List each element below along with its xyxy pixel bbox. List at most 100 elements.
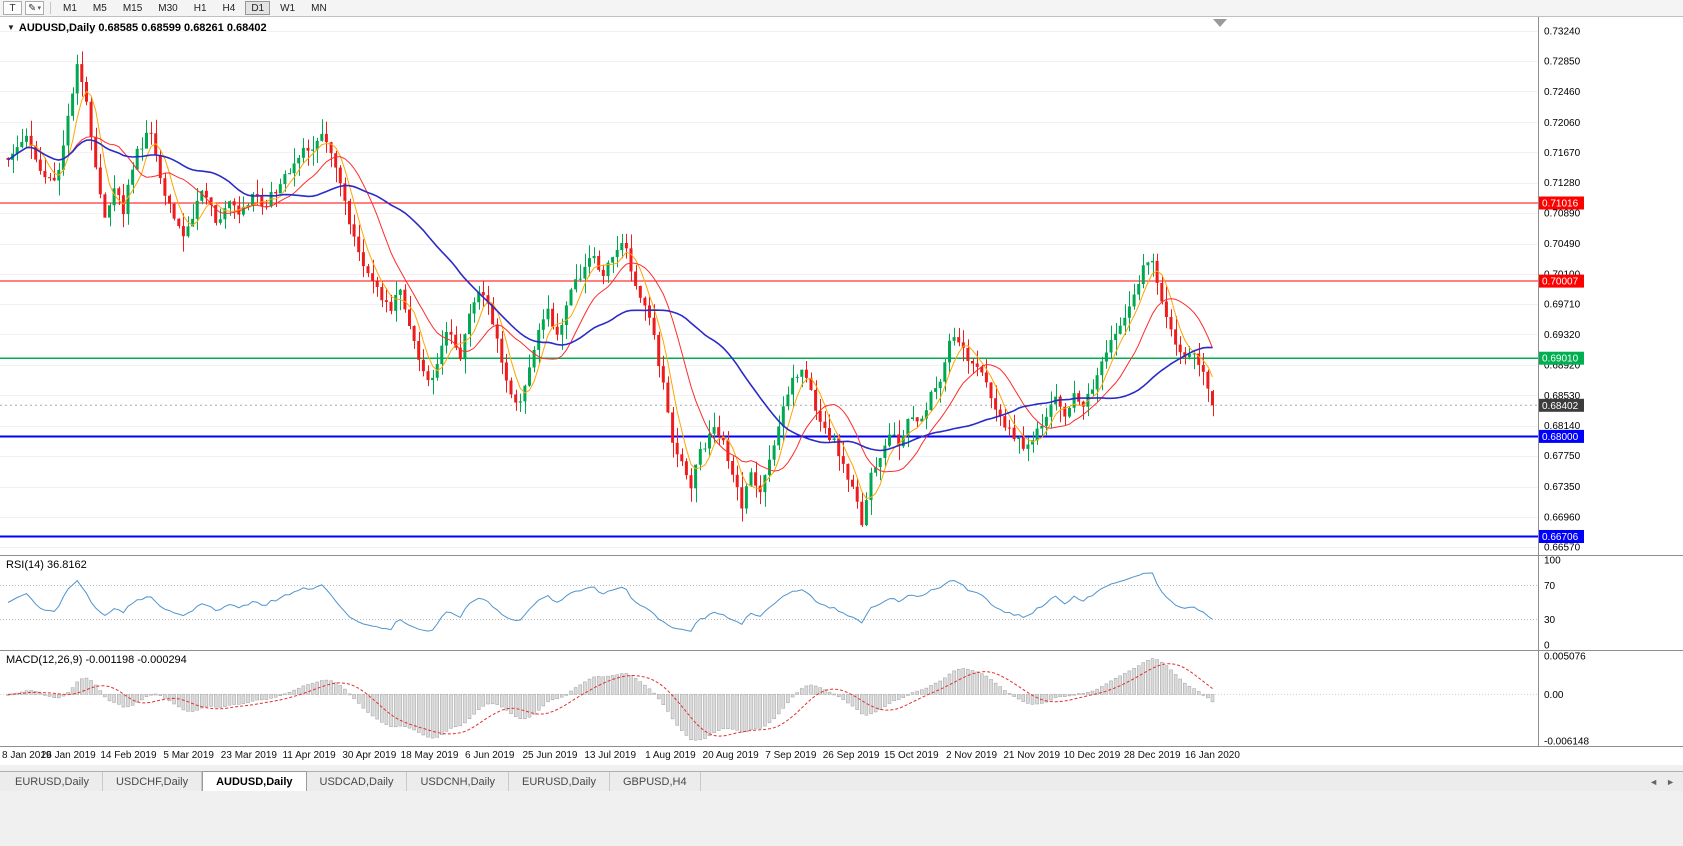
chart-tab-6[interactable]: GBPUSD,H4: [610, 772, 701, 791]
timeframe-button-m1[interactable]: M1: [63, 3, 77, 14]
time-axis-label: 18 May 2019: [400, 750, 459, 761]
price-scale-label: 0.68920: [1544, 361, 1581, 372]
timeframe-button-mn[interactable]: MN: [311, 3, 327, 14]
time-axis-label: 20 Aug 2019: [702, 750, 759, 761]
macd-scale-label: 0.00: [1544, 690, 1564, 701]
price-scale-label: 0.71280: [1544, 178, 1581, 189]
timeframe-button-h4[interactable]: H4: [222, 3, 236, 14]
rsi-scale-label: 30: [1544, 615, 1556, 626]
price-scale-label: 0.72850: [1544, 57, 1581, 68]
svg-text:0.69010: 0.69010: [1542, 354, 1579, 365]
ma-fast-line: [7, 90, 1213, 500]
status-bar: [0, 791, 1683, 846]
time-axis-label: 2 Nov 2019: [945, 750, 998, 761]
time-axis-label: 15 Oct 2019: [884, 750, 939, 761]
time-axis-label: 1 Aug 2019: [645, 750, 696, 761]
time-axis-label: 26 Jan 2019: [40, 750, 96, 761]
price-scale-label: 0.66570: [1544, 543, 1581, 554]
price-scale-label: 0.67750: [1544, 451, 1581, 462]
timeframe-button-m15[interactable]: M15: [122, 3, 143, 14]
chart-tab-4[interactable]: USDCNH,Daily: [407, 772, 510, 791]
main-chart-plot[interactable]: 0.73240 0.72850 0.72460 0.72060 0.71670 0.712…: [0, 17, 1683, 556]
time-axis-label: 14 Feb 2019: [100, 750, 157, 761]
symbol-ohlc-label: ▼ AUDUSD,Daily 0.68585 0.68599 0.68261 0.…: [7, 22, 267, 34]
price-gridlines: [0, 31, 1538, 548]
timeframe-button-m5[interactable]: M5: [92, 3, 107, 14]
timeframe-button-m30[interactable]: M30: [158, 3, 178, 14]
time-axis-label: 5 Mar 2019: [163, 750, 214, 761]
svg-text:0.66706: 0.66706: [1542, 532, 1579, 543]
svg-text:0.70007: 0.70007: [1542, 277, 1579, 288]
price-tag-0.70007: 0.70007: [1539, 274, 1584, 288]
time-axis-label: 25 Jun 2019: [522, 750, 578, 761]
tab-scroll-left-button[interactable]: ◄: [1649, 776, 1659, 787]
tab-scroll-right-button[interactable]: ►: [1666, 776, 1675, 787]
time-axis-label: 6 Jun 2019: [465, 750, 515, 761]
current-price-tag: 0.68402: [1539, 398, 1584, 412]
timeframe-button-d1[interactable]: D1: [245, 1, 271, 15]
chart-tab-3[interactable]: USDCAD,Daily: [306, 772, 408, 791]
price-scale-label: 0.70890: [1544, 208, 1581, 219]
time-axis-label: 13 Jul 2019: [584, 750, 637, 761]
chart-tab-1[interactable]: USDCHF,Daily: [102, 772, 203, 791]
time-axis-label: 11 Apr 2019: [282, 750, 336, 761]
text-tool-button[interactable]: T: [3, 1, 22, 15]
chevron-down-icon: ▾: [37, 5, 41, 12]
chart-tabs: EURUSD,Daily USDCHF,Daily AUDUSD,Daily USDC…: [0, 771, 701, 791]
macd-histogram: [6, 658, 1215, 741]
price-tag-0.66706: 0.66706: [1539, 530, 1584, 543]
quick-trade-arrow-icon[interactable]: ▼: [7, 23, 15, 32]
price-scale-label: 0.69710: [1544, 300, 1581, 311]
chart-window: 0.73240 0.72850 0.72460 0.72060 0.71670 0.712…: [0, 17, 1683, 765]
svg-text:0.68000: 0.68000: [1542, 432, 1579, 443]
price-scale-label: 0.72460: [1544, 87, 1581, 98]
time-axis-label: 21 Nov 2019: [1003, 750, 1061, 761]
chart-shift-marker[interactable]: [1213, 19, 1227, 27]
rsi-scale[interactable]: 100 70 30 0: [1544, 556, 1561, 651]
macd-scale-label: -0.006148: [1544, 737, 1589, 747]
macd-scale-label: 0.005076: [1544, 652, 1586, 663]
price-scale[interactable]: 0.73240 0.72850 0.72460 0.72060 0.71670 0.712…: [1544, 27, 1581, 554]
rsi-scale-label: 70: [1544, 581, 1556, 592]
rsi-label: RSI(14) 36.8162: [6, 559, 87, 571]
macd-label: MACD(12,26,9) -0.001198 -0.000294: [6, 654, 187, 666]
svg-text:0.71016: 0.71016: [1542, 199, 1579, 210]
draw-tool-button[interactable]: ✎ ▾: [25, 1, 44, 15]
price-scale-label: 0.69320: [1544, 330, 1581, 341]
price-scale-label: 0.68530: [1544, 391, 1581, 402]
price-scale-label: 0.70490: [1544, 239, 1581, 250]
symbol-ohlc-text: AUDUSD,Daily 0.68585 0.68599 0.68261 0.6…: [18, 22, 267, 34]
timeframe-button-w1[interactable]: W1: [280, 3, 296, 14]
price-scale-label: 0.72060: [1544, 118, 1581, 129]
top-toolbar: T ✎ ▾ M1 M5 M15 M30 H1 H4 D1 W1 MN: [0, 0, 1683, 17]
rsi-scale-label: 100: [1544, 556, 1561, 567]
tab-scroll-buttons: ◄ ►: [1649, 772, 1683, 791]
horizontal-level-lines[interactable]: [0, 202, 1538, 538]
macd-indicator-plot[interactable]: 0.005076 0.00 -0.006148: [0, 651, 1683, 746]
rsi-line: [7, 572, 1213, 632]
price-tag-0.68000: 0.68000: [1539, 429, 1584, 443]
rsi-scale-label: 0: [1544, 641, 1550, 652]
timeframe-button-h1[interactable]: H1: [193, 3, 207, 14]
timeframe-group: M1 M5 M15 M30 H1 H4 D1 W1 MN: [57, 1, 333, 15]
time-axis-label: 10 Dec 2019: [1063, 750, 1121, 761]
macd-signal-line: [7, 663, 1213, 737]
chart-tab-0[interactable]: EURUSD,Daily: [2, 772, 103, 791]
time-axis[interactable]: 8 Jan 2019 26 Jan 2019 14 Feb 2019 5 Mar 20…: [0, 746, 1683, 765]
ma-slow-line: [7, 139, 1213, 452]
chart-tab-2[interactable]: AUDUSD,Daily: [202, 771, 307, 791]
rsi-indicator-plot[interactable]: 100 70 30 0: [0, 556, 1683, 651]
price-tag-0.69010: 0.69010: [1539, 351, 1584, 365]
time-axis-label: 28 Dec 2019: [1123, 750, 1181, 761]
chart-tab-5[interactable]: EURUSD,Daily: [509, 772, 610, 791]
price-tag-0.71016: 0.71016: [1539, 196, 1584, 210]
svg-text:0.68402: 0.68402: [1542, 401, 1579, 412]
ma-mid-line: [7, 136, 1213, 473]
macd-scale[interactable]: 0.005076 0.00 -0.006148: [1544, 652, 1589, 747]
time-axis-label: 7 Sep 2019: [765, 750, 817, 761]
price-scale-label: 0.67350: [1544, 482, 1581, 493]
price-scale-label: 0.73240: [1544, 27, 1581, 38]
time-axis-label: 30 Apr 2019: [342, 750, 397, 761]
chart-tab-bar: EURUSD,Daily USDCHF,Daily AUDUSD,Daily USDC…: [0, 771, 1683, 791]
time-axis-label: 26 Sep 2019: [822, 750, 880, 761]
